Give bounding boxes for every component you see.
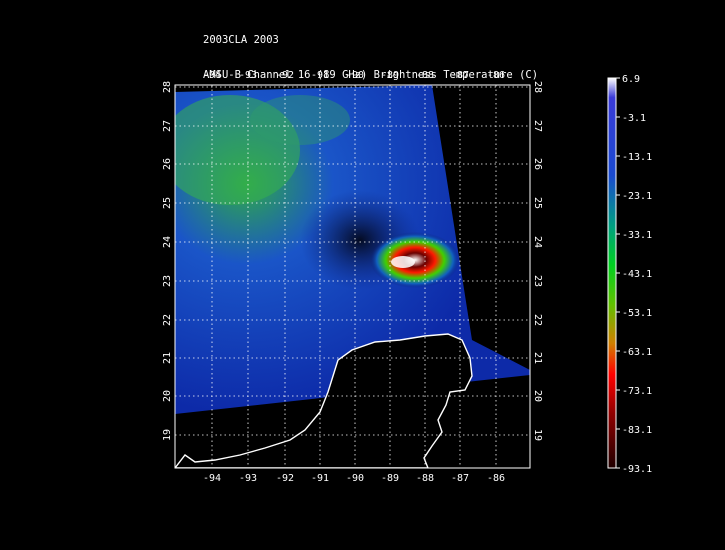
colorbar-label: -23.1 <box>622 191 652 202</box>
lat-label: 21 <box>162 352 173 364</box>
lon-labels-top: -94 -93 -92 -91 -90 -89 -88 -87 -86 <box>203 70 505 81</box>
coastline <box>175 333 473 468</box>
colorbar-label: -13.1 <box>622 152 652 163</box>
colorbar-label: -3.1 <box>622 113 646 124</box>
colorbar-label: -53.1 <box>622 308 652 319</box>
lat-label: 19 <box>162 429 173 441</box>
lon-label: -86 <box>487 70 505 81</box>
lat-label: 24 <box>532 236 543 248</box>
lat-label: 22 <box>162 314 173 326</box>
lat-labels-right: 28 27 26 25 24 23 22 21 20 19 <box>532 81 543 441</box>
brightness-temperature-swath <box>175 85 530 414</box>
colorbar-label: 6.9 <box>622 74 640 85</box>
lon-labels-bottom: -94 -93 -92 -91 -90 -89 -88 -87 -86 <box>203 473 505 484</box>
lat-label: 21 <box>532 352 543 364</box>
lat-labels-left: 28 27 26 25 24 23 22 21 20 19 <box>162 81 173 441</box>
lon-label: -90 <box>346 70 364 81</box>
colorbar-label: -73.1 <box>622 386 652 397</box>
colorbar-scale <box>607 77 617 469</box>
lon-label: -88 <box>416 70 434 81</box>
lon-label: -93 <box>239 473 257 484</box>
lon-label: -87 <box>451 473 469 484</box>
lon-label: -87 <box>451 70 469 81</box>
lon-label: -94 <box>203 70 221 81</box>
lat-label: 24 <box>162 236 173 248</box>
colorbar: 6.9 -3.1 -13.1 -23.1 -33.1 -43.1 -53.1 -… <box>607 74 652 475</box>
lon-label: -89 <box>381 473 399 484</box>
lat-label: 20 <box>532 390 543 402</box>
map-frame <box>174 84 531 469</box>
lon-label: -91 <box>311 473 329 484</box>
header-line-event: 2003CLA 2003 <box>203 34 279 46</box>
colorbar-label: -63.1 <box>622 347 652 358</box>
lon-label: -86 <box>487 473 505 484</box>
colorbar-label: -33.1 <box>622 230 652 241</box>
lat-label: 23 <box>532 275 543 287</box>
lat-label: 23 <box>162 275 173 287</box>
lon-label: -88 <box>416 473 434 484</box>
lon-label: -94 <box>203 473 221 484</box>
lon-label: -92 <box>276 473 294 484</box>
colorbar-label: -93.1 <box>622 464 652 475</box>
lat-label: 27 <box>532 120 543 132</box>
lat-label: 28 <box>532 81 543 93</box>
colorbar-label: -83.1 <box>622 425 652 436</box>
lat-label: 20 <box>162 390 173 402</box>
lat-label: 26 <box>532 158 543 170</box>
colorbar-label: -43.1 <box>622 269 652 280</box>
lat-label: 28 <box>162 81 173 93</box>
header-line-product: AMSU-B Channel 16 (89 GHz) Brightness Te… <box>203 68 539 81</box>
lat-label: 27 <box>162 120 173 132</box>
lat-label: 25 <box>162 197 173 209</box>
lon-label: -89 <box>381 70 399 81</box>
lon-label: -93 <box>239 70 257 81</box>
lat-label: 25 <box>532 197 543 209</box>
lat-label: 22 <box>532 314 543 326</box>
graticule <box>175 85 530 468</box>
lon-label: -92 <box>276 70 294 81</box>
lat-label: 19 <box>532 429 543 441</box>
lat-label: 26 <box>162 158 173 170</box>
storm-core <box>370 232 460 288</box>
lon-label: -91 <box>311 70 329 81</box>
lon-label: -90 <box>346 473 364 484</box>
